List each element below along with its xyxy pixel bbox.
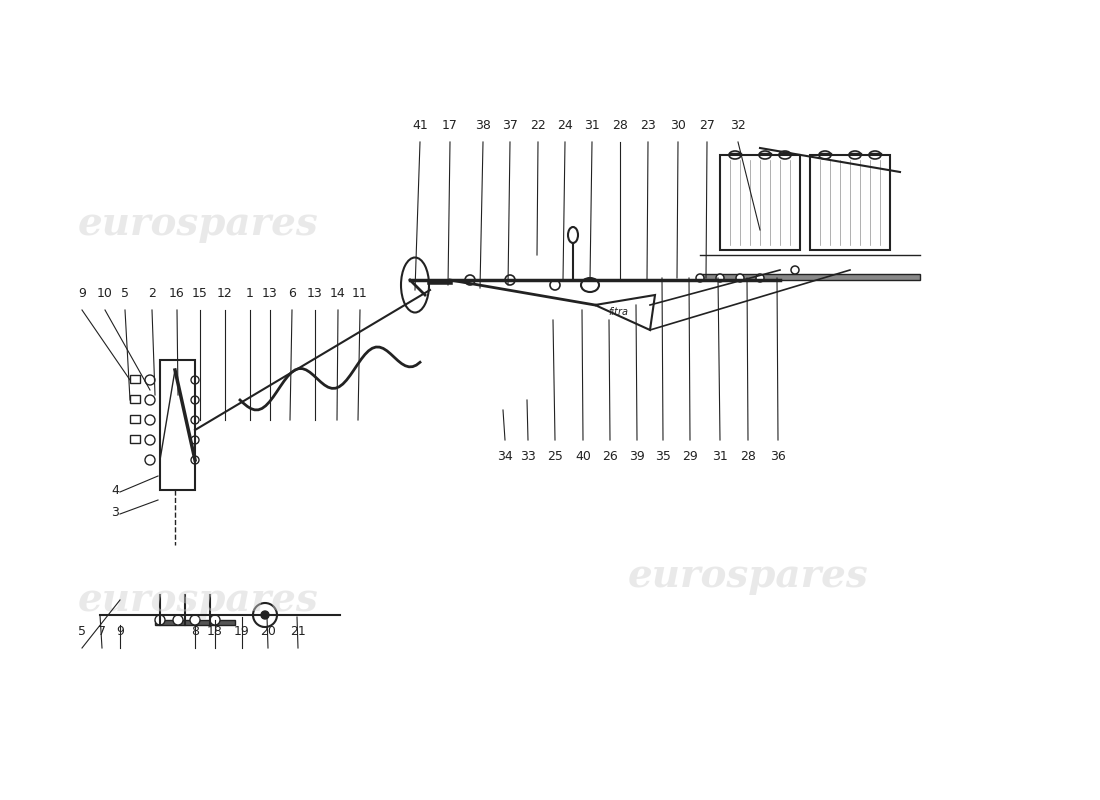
Text: 5: 5 — [121, 287, 129, 300]
Circle shape — [736, 274, 744, 282]
Text: 29: 29 — [682, 450, 697, 463]
Text: 34: 34 — [497, 450, 513, 463]
Text: 28: 28 — [740, 450, 756, 463]
Circle shape — [190, 615, 200, 625]
Text: 38: 38 — [475, 119, 491, 132]
Text: 37: 37 — [502, 119, 518, 132]
Circle shape — [191, 396, 199, 404]
Circle shape — [550, 280, 560, 290]
Circle shape — [145, 415, 155, 425]
Text: fitra: fitra — [608, 307, 628, 317]
Text: 10: 10 — [97, 287, 113, 300]
Circle shape — [253, 603, 277, 627]
Text: 35: 35 — [656, 450, 671, 463]
Circle shape — [191, 456, 199, 464]
Text: 16: 16 — [169, 287, 185, 300]
Text: 20: 20 — [260, 625, 276, 638]
Circle shape — [173, 615, 183, 625]
Text: 4: 4 — [111, 483, 119, 497]
Bar — [130, 375, 140, 383]
Text: 28: 28 — [612, 119, 628, 132]
Text: 13: 13 — [262, 287, 278, 300]
Text: 31: 31 — [584, 119, 600, 132]
Text: 13: 13 — [307, 287, 323, 300]
Bar — [130, 415, 140, 423]
Bar — [130, 435, 140, 443]
Circle shape — [155, 615, 165, 625]
Text: 5: 5 — [78, 625, 86, 638]
Text: 17: 17 — [442, 119, 458, 132]
Text: 6: 6 — [288, 287, 296, 300]
Text: 21: 21 — [290, 625, 306, 638]
Text: eurospares: eurospares — [78, 581, 318, 619]
Text: 9: 9 — [117, 625, 124, 638]
Bar — [720, 155, 800, 250]
Text: 11: 11 — [352, 287, 367, 300]
Text: 26: 26 — [602, 450, 618, 463]
Circle shape — [505, 275, 515, 285]
Text: 27: 27 — [700, 119, 715, 132]
Text: 31: 31 — [712, 450, 728, 463]
Text: 18: 18 — [207, 625, 223, 638]
Circle shape — [261, 611, 270, 619]
Text: 23: 23 — [640, 119, 656, 132]
Text: 14: 14 — [330, 287, 345, 300]
Bar — [700, 274, 920, 280]
Bar — [810, 155, 890, 250]
Text: 9: 9 — [78, 287, 86, 300]
Text: 25: 25 — [547, 450, 563, 463]
Text: 7: 7 — [98, 625, 106, 638]
Text: 3: 3 — [111, 506, 119, 518]
Circle shape — [716, 274, 724, 282]
Text: 30: 30 — [670, 119, 686, 132]
Text: eurospares: eurospares — [628, 557, 868, 595]
Circle shape — [191, 436, 199, 444]
Text: 24: 24 — [557, 119, 573, 132]
Text: 2: 2 — [148, 287, 156, 300]
Text: 12: 12 — [217, 287, 233, 300]
Text: 19: 19 — [234, 625, 250, 638]
Circle shape — [696, 274, 704, 282]
Circle shape — [145, 375, 155, 385]
Text: 33: 33 — [520, 450, 536, 463]
Text: 39: 39 — [629, 450, 645, 463]
Text: 1: 1 — [246, 287, 254, 300]
Text: eurospares: eurospares — [78, 205, 318, 243]
Bar — [155, 620, 235, 625]
Circle shape — [465, 275, 475, 285]
Circle shape — [756, 274, 764, 282]
Circle shape — [210, 615, 220, 625]
Text: 40: 40 — [575, 450, 591, 463]
Text: 15: 15 — [192, 287, 208, 300]
Text: 36: 36 — [770, 450, 785, 463]
Text: 8: 8 — [191, 625, 199, 638]
Circle shape — [145, 435, 155, 445]
Bar — [130, 395, 140, 403]
Circle shape — [145, 395, 155, 405]
Bar — [160, 360, 195, 490]
Circle shape — [191, 376, 199, 384]
Text: 22: 22 — [530, 119, 546, 132]
Circle shape — [791, 266, 799, 274]
Circle shape — [191, 416, 199, 424]
Text: 41: 41 — [412, 119, 428, 132]
Circle shape — [145, 455, 155, 465]
Text: 32: 32 — [730, 119, 746, 132]
